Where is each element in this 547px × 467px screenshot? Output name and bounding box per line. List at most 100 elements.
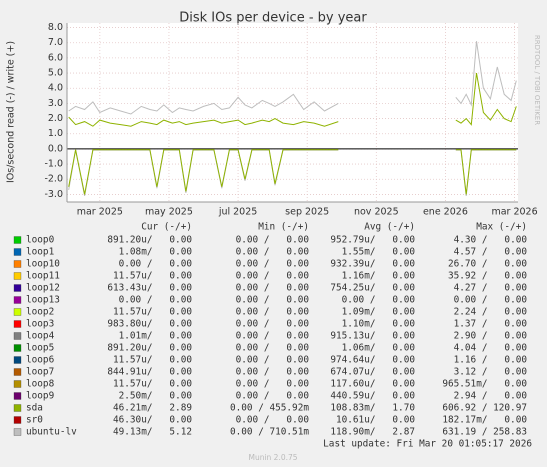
legend-cell: 0.00 / 0.00: [454, 295, 528, 306]
last-update: Last update: Fri Mar 20 01:05:17 2026: [323, 439, 532, 450]
legend-swatch: [13, 416, 22, 424]
legend-cell: 891.20u/ 0.00: [107, 343, 192, 354]
x-tick-label: sep 2025: [285, 207, 329, 218]
legend-cell: 2.24 / 0.00: [454, 307, 528, 318]
legend-cell: 11.57u/ 0.00: [113, 307, 192, 318]
legend-swatch: [13, 392, 22, 400]
legend-cell: 10.61u/ 0.00: [336, 415, 415, 426]
legend-cell: 1.09m/ 0.00: [342, 307, 416, 318]
series-line: [68, 149, 517, 195]
y-tick-label: 8.0: [48, 22, 63, 33]
legend-cell: 440.59u/ 0.00: [330, 391, 415, 402]
legend-swatch: [13, 428, 22, 436]
legend-cell: 754.25u/ 0.00: [330, 283, 415, 294]
legend-header: Max (-/+): [476, 222, 527, 233]
legend-name: loop9: [26, 391, 55, 402]
legend-name: loop7: [26, 367, 54, 378]
y-tick-label: 4.0: [48, 83, 63, 94]
legend-swatch: [13, 248, 22, 256]
legend-cell: 182.17m/ 0.00: [442, 415, 527, 426]
y-tick-label: 7.0: [48, 37, 63, 48]
legend-cell: 117.60u/ 0.00: [330, 379, 415, 390]
legend-cell: 0.00 / 0.00: [342, 295, 416, 306]
legend-cell: 1.16 / 0.00: [454, 355, 528, 366]
legend-cell: 983.80u/ 0.00: [107, 319, 192, 330]
legend-name: sda: [26, 403, 43, 414]
legend-cell: 606.92 / 120.97: [442, 403, 527, 414]
plot-area: [67, 23, 518, 202]
legend-cell: 1.16m/ 0.00: [342, 271, 416, 282]
y-axis-label: IOs/second read (-) / write (+): [6, 41, 17, 183]
legend-cell: 631.19 / 258.83: [442, 427, 527, 438]
legend-cell: 1.08m/ 0.00: [119, 247, 193, 258]
legend-cell: 0.00 / 0.00: [236, 235, 310, 246]
x-tick-label: may 2025: [145, 207, 193, 218]
legend-cell: 1.06m/ 0.00: [342, 343, 416, 354]
legend-swatch: [13, 320, 22, 328]
legend-name: loop4: [26, 331, 55, 342]
y-tick-label: -2.0: [44, 174, 63, 185]
legend-cell: 0.00 / 710.51m: [230, 427, 309, 438]
series-line: [68, 73, 517, 127]
legend-swatch: [13, 272, 22, 280]
legend-swatch: [13, 284, 22, 292]
legend-cell: 118.90m/ 2.87: [330, 427, 415, 438]
legend-swatch: [13, 380, 22, 388]
legend-cell: 0.00 / 0.00: [236, 391, 310, 402]
legend-cell: 0.00 / 0.00: [119, 259, 193, 270]
legend-name: loop10: [26, 259, 60, 270]
x-tick-label: mar 2025: [77, 207, 123, 218]
legend-name: sr0: [26, 415, 43, 426]
legend-cell: 0.00 / 0.00: [236, 271, 310, 282]
legend-cell: 0.00 / 0.00: [236, 283, 310, 294]
legend-header: Cur (-/+): [141, 222, 192, 233]
legend-cell: 915.13u/ 0.00: [330, 331, 415, 342]
legend-cell: 0.00 / 0.00: [236, 355, 310, 366]
series-line: [68, 41, 517, 115]
legend-cell: 952.79u/ 0.00: [330, 235, 415, 246]
legend-swatch: [13, 308, 22, 316]
legend-swatch: [13, 356, 22, 364]
legend-cell: 3.12 / 0.00: [454, 367, 528, 378]
x-tick-label: nov 2025: [354, 207, 399, 218]
legend-name: loop6: [26, 355, 55, 366]
legend-cell: 1.10m/ 0.00: [342, 319, 416, 330]
legend-name: ubuntu-lv: [26, 427, 77, 438]
legend-name: loop12: [26, 283, 60, 294]
legend-cell: 1.01m/ 0.00: [119, 331, 193, 342]
legend-cell: 11.57u/ 0.00: [113, 355, 192, 366]
legend-cell: 0.00 / 0.00: [236, 415, 310, 426]
legend-cell: 932.39u/ 0.00: [330, 259, 415, 270]
y-tick-label: -1.0: [44, 159, 63, 170]
y-tick-label: 5.0: [48, 68, 63, 79]
legend-swatch: [13, 368, 22, 376]
legend-cell: 4.30 / 0.00: [454, 235, 528, 246]
legend-cell: 26.70 / 0.00: [448, 259, 527, 270]
legend-cell: 0.00 / 0.00: [236, 319, 310, 330]
legend-cell: 4.04 / 0.00: [454, 343, 528, 354]
legend-cell: 0.00 / 0.00: [236, 247, 310, 258]
legend-swatch: [13, 344, 22, 352]
side-label: RRDTOOL / TOBI OETIKER: [533, 35, 541, 125]
legend-cell: 2.94 / 0.00: [454, 391, 528, 402]
legend-swatch: [13, 260, 22, 268]
legend-cell: 0.00 / 0.00: [236, 259, 310, 270]
legend-cell: 0.00 / 0.00: [236, 379, 310, 390]
legend-name: loop13: [26, 295, 60, 306]
legend-cell: 4.57 / 0.00: [454, 247, 528, 258]
legend-cell: 35.92 / 0.00: [448, 271, 527, 282]
legend-cell: 108.83m/ 1.70: [330, 403, 415, 414]
legend-name: loop1: [26, 247, 55, 258]
legend-name: loop3: [26, 319, 54, 330]
legend-name: loop2: [26, 307, 54, 318]
y-tick-label: 2.0: [48, 113, 63, 124]
legend-cell: 1.55m/ 0.00: [342, 247, 416, 258]
legend-cell: 0.00 / 0.00: [236, 367, 310, 378]
y-tick-label: 3.0: [48, 98, 63, 109]
legend-cell: 0.00 / 0.00: [236, 331, 310, 342]
legend-cell: 2.90 / 0.00: [454, 331, 528, 342]
legend-cell: 11.57u/ 0.00: [113, 271, 192, 282]
legend-name: loop5: [26, 343, 54, 354]
legend-swatch: [13, 404, 22, 412]
legend-cell: 2.50m/ 0.00: [119, 391, 193, 402]
